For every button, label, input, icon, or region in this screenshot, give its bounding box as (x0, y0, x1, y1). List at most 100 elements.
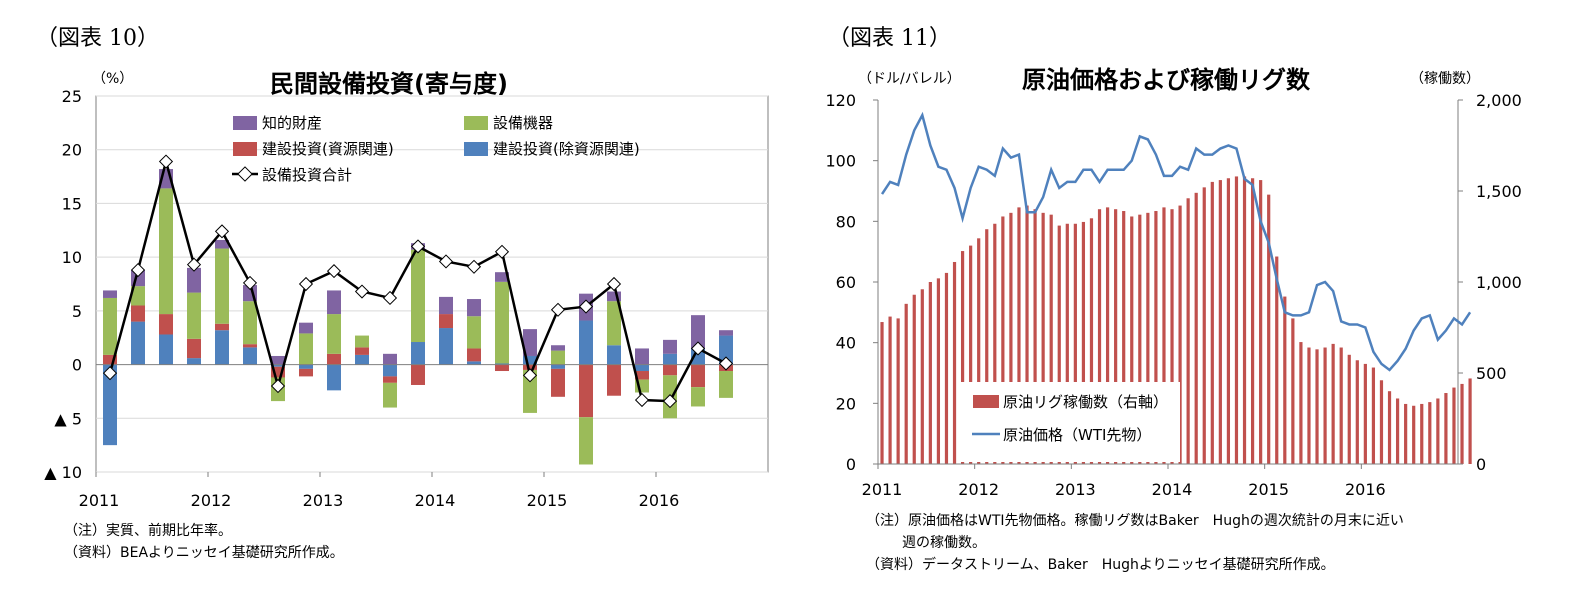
rig-bar-6 (928, 282, 932, 464)
y-tick-10-1: 20 (62, 141, 82, 160)
total-point-2011Q1 (102, 366, 118, 381)
rig-bar-65 (1404, 403, 1408, 464)
rig-bar-25 (1081, 221, 1086, 464)
bar-equip-2014Q3 (495, 281, 509, 364)
rig-bar-17 (1017, 207, 1021, 464)
rig-bar-15 (1001, 216, 1005, 464)
rig-bar-34 (1154, 211, 1158, 464)
bar-struct-ex-2016Q3 (719, 335, 733, 365)
bar-struct-res-2014Q1 (439, 314, 453, 329)
total-point-2014Q3 (494, 244, 510, 259)
rig-bar-16 (1009, 212, 1013, 464)
total-point-2014Q4 (522, 368, 538, 383)
rig-bar-62 (1379, 380, 1384, 464)
rig-bar-45 (1242, 176, 1247, 464)
bar-struct-ex-2015Q3 (607, 345, 621, 365)
rig-bar-12 (977, 238, 981, 464)
x-tick-10-2012: 2012 (191, 491, 232, 510)
rig-bar-51 (1291, 318, 1295, 464)
rig-bar-54 (1315, 349, 1319, 464)
bar-struct-ex-2012Q4 (299, 364, 313, 369)
rig-bar-7 (936, 278, 941, 464)
rig-bar-55 (1323, 347, 1327, 464)
bar-struct-ex-2015Q2 (579, 320, 593, 365)
bar-ip-2015Q3 (607, 291, 621, 302)
legend-label-struct-ex: 建設投資(除資源関連) (493, 140, 640, 158)
rig-bar-68 (1428, 402, 1432, 464)
bar-equip-2015Q1 (551, 350, 565, 365)
figure-label-11: （図表 11） (828, 26, 951, 51)
bar-struct-ex-2013Q2 (355, 354, 369, 365)
note-10-2: （資料）BEAよりニッセイ基礎研究所作成。 (64, 545, 344, 561)
rig-bar-9 (952, 261, 957, 464)
total-point-2012Q4 (298, 276, 314, 292)
y-tick-10-4: 5 (72, 302, 82, 321)
bar-ip-2015Q4 (635, 348, 649, 365)
bar-struct-res-2012Q1 (215, 323, 229, 331)
chart-title-11: 原油価格および稼働リグ数 (1022, 66, 1310, 94)
total-point-2014Q1 (438, 254, 454, 269)
y-right-tick-11-0: 0 (1476, 455, 1486, 474)
total-point-2015Q1 (550, 302, 566, 317)
rig-bar-20 (1041, 212, 1045, 464)
rig-bar-71 (1452, 387, 1456, 464)
y-left-tick-11-20: 20 (836, 394, 856, 413)
bar-struct-res-2012Q2 (243, 344, 257, 348)
rig-bar-4 (912, 294, 916, 464)
rig-bar-61 (1371, 367, 1376, 464)
bar-equip-2012Q1 (215, 248, 229, 324)
bar-struct-ex-2014Q4 (523, 355, 537, 365)
rig-bar-69 (1436, 398, 1440, 464)
bar-struct-ex-2012Q2 (243, 347, 257, 365)
rig-bar-63 (1387, 391, 1392, 464)
rig-bar-23 (1065, 223, 1069, 464)
bar-equip-2015Q3 (607, 301, 621, 346)
bar-struct-ex-2012Q1 (215, 330, 229, 365)
legend-swatch-equip (464, 116, 488, 130)
rig-bar-30 (1122, 211, 1126, 464)
bar-ip-2016Q1 (663, 339, 677, 354)
rig-bar-33 (1146, 212, 1150, 464)
note-11-2: 週の稼働数。 (902, 535, 986, 551)
legend-10: 知的財産 設備機器 建設投資(資源関連) 建設投資(除資源関連) 設備投資合計 (232, 114, 640, 184)
bar-struct-ex-2011Q3 (159, 334, 173, 365)
bar-struct-ex-2013Q4 (411, 342, 425, 365)
total-point-2016Q3 (718, 356, 734, 371)
bar-struct-res-2015Q4 (635, 371, 649, 380)
rig-bar-40 (1202, 187, 1206, 465)
legend-label-ip: 知的財産 (262, 114, 322, 132)
rig-bar-47 (1259, 180, 1263, 464)
legend-swatch-struct-res (233, 142, 257, 156)
bar-struct-res-2012Q3 (271, 366, 285, 378)
total-point-2013Q3 (382, 290, 398, 306)
bar-struct-res-2015Q2 (579, 364, 593, 418)
bar-equip-2012Q2 (243, 301, 257, 345)
bar-ip-2012Q4 (299, 322, 313, 334)
total-point-2011Q3 (158, 154, 174, 169)
rig-bar-53 (1307, 347, 1311, 464)
rig-bar-42 (1218, 180, 1222, 464)
bar-struct-ex-2014Q3 (495, 363, 509, 365)
bar-struct-res-2014Q2 (467, 348, 481, 362)
bar-struct-ex-2012Q3 (271, 364, 285, 367)
bar-equip-2011Q2 (131, 286, 145, 306)
total-point-2012Q2 (242, 275, 258, 290)
total-point-2013Q2 (354, 284, 370, 299)
x-tick-10-2013: 2013 (303, 491, 344, 510)
figure-label-10: （図表 10） (36, 26, 159, 51)
bar-struct-res-2011Q3 (159, 314, 173, 335)
bar-ip-2012Q3 (271, 355, 285, 365)
y-left-unit-11: （ドル/バレル） (858, 71, 961, 87)
x-tick-11-2013: 2013 (1055, 480, 1096, 499)
rig-bar-67 (1420, 403, 1424, 464)
bar-ip-2011Q1 (103, 290, 117, 298)
y-tick-10-2: 15 (62, 194, 82, 213)
bar-struct-res-2011Q4 (187, 338, 201, 359)
bar-ip-2016Q2 (691, 315, 705, 349)
y-right-tick-11-2: 1,000 (1476, 273, 1522, 292)
rig-bar-58 (1347, 354, 1351, 464)
rig-bar-35 (1162, 207, 1166, 464)
bar-equip-2013Q2 (355, 335, 369, 348)
bar-ip-2015Q1 (551, 345, 565, 351)
oil-price-rig-chart: 0 20 40 60 80 100 120 0 500 1,000 1,500 2,000 2011… (825, 91, 1522, 499)
